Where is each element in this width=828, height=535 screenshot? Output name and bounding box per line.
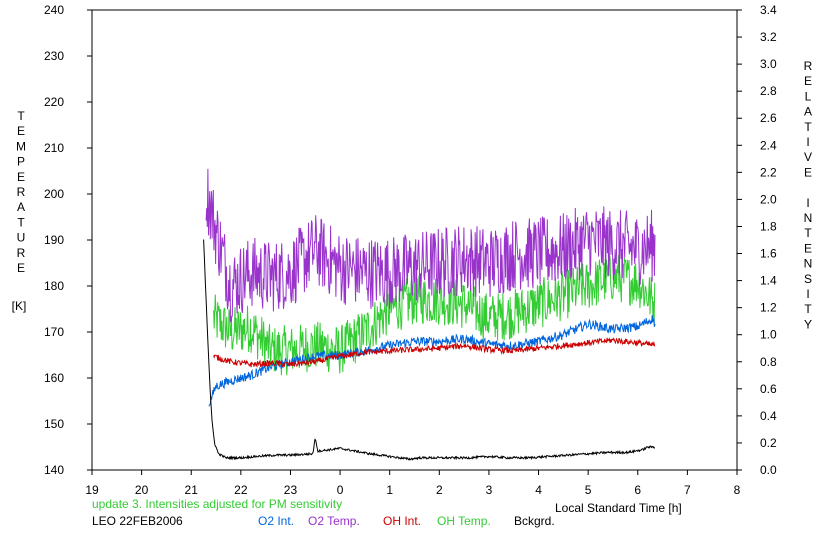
right-tick-label: 3.0: [760, 57, 777, 71]
series-line: [213, 337, 656, 368]
left-axis-label-char: R: [17, 185, 26, 199]
legend-entry: O2 Int.: [258, 514, 294, 528]
right-axis-label-char: Y: [804, 317, 812, 331]
left-axis-label-char: T: [17, 109, 25, 123]
legend-entry: O2 Temp.: [308, 514, 360, 528]
x-tick-label: 7: [684, 483, 691, 497]
right-axis-label-char: V: [804, 150, 812, 164]
x-tick-label: 21: [185, 483, 199, 497]
left-tick-label: 140: [44, 463, 64, 477]
right-tick-label: 1.6: [760, 247, 777, 261]
right-tick-label: 1.0: [760, 328, 777, 342]
left-axis-label-char: R: [17, 246, 26, 260]
left-axis-label-char: P: [17, 155, 25, 169]
right-tick-label: 1.2: [760, 301, 777, 315]
right-axis-label-char: N: [804, 257, 813, 271]
x-tick-label: 8: [734, 483, 741, 497]
right-axis-label-char: T: [804, 302, 812, 316]
right-axis-label-char: R: [804, 59, 813, 73]
series-layer: [203, 168, 656, 461]
left-axis-label-char: E: [17, 170, 25, 184]
left-tick-label: 220: [44, 95, 64, 109]
series-line: [208, 314, 656, 407]
right-axis-label-char: E: [804, 74, 812, 88]
x-tick-label: 23: [284, 483, 298, 497]
left-tick-label: 200: [44, 187, 64, 201]
left-axis-label-char: A: [17, 200, 25, 214]
legend-entry: OH Int.: [383, 514, 421, 528]
x-tick-label: 20: [135, 483, 149, 497]
right-axis-label-char: T: [804, 120, 812, 134]
right-tick-label: 0.6: [760, 382, 777, 396]
right-axis: 0.0 0.2 0.4 0.6 0.8 1.0 1.2 1.4 1.6 1.8 2.0 2.2 2.4 2…: [737, 3, 777, 477]
series-line: [203, 239, 656, 461]
x-tick-label: 5: [585, 483, 592, 497]
right-axis-label-char: A: [804, 105, 812, 119]
right-axis-label-char: E: [804, 241, 812, 255]
right-axis-label-char: I: [806, 135, 809, 149]
right-tick-label: 2.0: [760, 192, 777, 206]
right-tick-label: 1.8: [760, 219, 777, 233]
x-tick-label: 22: [234, 483, 248, 497]
left-tick-label: 230: [44, 49, 64, 63]
right-axis-label-char: S: [804, 272, 812, 286]
right-tick-label: 0.0: [760, 463, 777, 477]
plot-area: [91, 9, 738, 471]
right-tick-label: 2.2: [760, 165, 777, 179]
left-tick-label: 150: [44, 417, 64, 431]
x-tick-label: 19: [85, 483, 99, 497]
right-tick-label: 1.4: [760, 274, 777, 288]
legend-entry: Bckgrd.: [514, 514, 555, 528]
x-axis-label: Local Standard Time [h]: [555, 501, 682, 515]
series-line: [213, 254, 656, 376]
right-tick-label: 3.4: [760, 3, 777, 17]
right-tick-label: 2.4: [760, 138, 777, 152]
left-tick-label: 160: [44, 371, 64, 385]
left-axis-label-char: T: [17, 215, 25, 229]
left-axis-label-char: E: [17, 124, 25, 138]
right-tick-label: 2.6: [760, 111, 777, 125]
x-tick-label: 3: [486, 483, 493, 497]
series-line: [205, 168, 656, 323]
right-tick-label: 0.8: [760, 355, 777, 369]
station-date: LEO 22FEB2006: [92, 514, 183, 528]
x-tick-label: 4: [535, 483, 542, 497]
left-tick-label: 210: [44, 141, 64, 155]
x-tick-label: 1: [386, 483, 393, 497]
right-axis-label-char: I: [806, 287, 809, 301]
left-tick-label: 240: [44, 3, 64, 17]
right-axis-label-char: E: [804, 165, 812, 179]
right-tick-label: 3.2: [760, 30, 777, 44]
left-tick-label: 170: [44, 325, 64, 339]
left-axis-label-char: E: [17, 261, 25, 275]
x-tick-label: 6: [634, 483, 641, 497]
right-axis-label-char: L: [805, 89, 812, 103]
right-tick-label: 2.8: [760, 84, 777, 98]
left-tick-label: 190: [44, 233, 64, 247]
legend-entry: OH Temp.: [437, 514, 491, 528]
right-axis-label-char: N: [804, 211, 813, 225]
right-axis-label-char: I: [806, 196, 809, 210]
left-axis-label-char: M: [16, 139, 26, 153]
x-tick-label: 2: [436, 483, 443, 497]
update-note: update 3. Intensities adjusted for PM se…: [92, 497, 342, 511]
right-tick-label: 0.2: [760, 436, 777, 450]
left-tick-label: 180: [44, 279, 64, 293]
right-tick-label: 0.4: [760, 409, 777, 423]
left-axis-label-char: U: [17, 231, 26, 245]
x-tick-label: 0: [337, 483, 344, 497]
legend: O2 Int. O2 Temp. OH Int. OH Temp. Bckgrd.: [258, 514, 555, 528]
right-axis-label-char: T: [804, 226, 812, 240]
left-axis-unit: [K]: [12, 299, 27, 313]
left-axis: 140 150 160 170 180 190 200 210 220 230 240: [44, 3, 92, 477]
x-axis: 19 20 21 22 23 0 1 2 3 4 5 6 7 8: [85, 470, 741, 497]
